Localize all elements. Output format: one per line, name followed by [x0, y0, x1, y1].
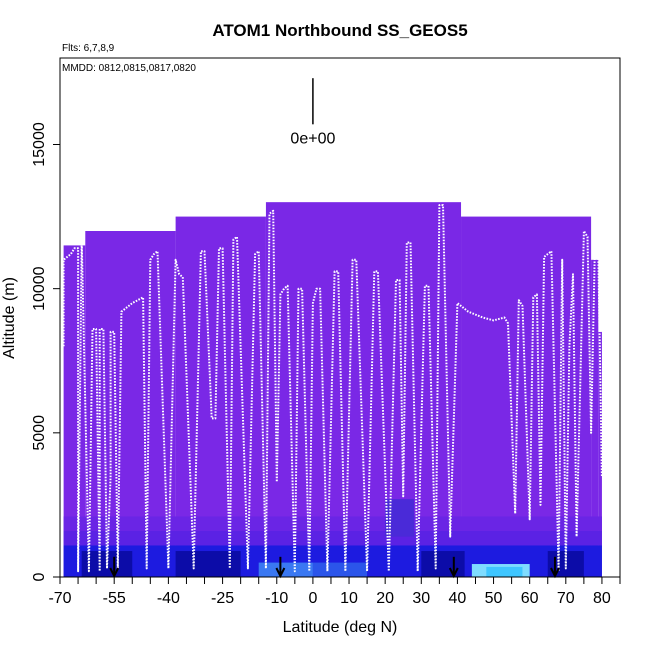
dates-annotation: MMDD: 0812,0815,0817,0820	[62, 63, 196, 74]
x-tick-label: -10	[265, 590, 288, 607]
model-field-column	[265, 202, 462, 577]
x-tick-label: 10	[340, 590, 358, 607]
y-tick-label: 10000	[31, 266, 48, 311]
x-tick-label: 20	[376, 590, 394, 607]
x-tick-label: -25	[211, 590, 234, 607]
y-tick-label: 0	[31, 572, 48, 581]
field-cell	[312, 562, 368, 577]
colorscale-marker: 0e+00	[290, 78, 335, 147]
x-tick-label: 80	[593, 590, 611, 607]
field-cell	[63, 516, 602, 531]
x-axis: -70 -55 -40 -25 -10 0 10 20 30 40 50 60 70 80	[48, 576, 621, 607]
y-axis-label: Altitude (m)	[1, 277, 18, 359]
model-field-column	[63, 245, 86, 577]
model-field-column	[591, 259, 599, 577]
x-tick-label: 60	[521, 590, 539, 607]
plot-area	[62, 202, 603, 579]
chart-title: ATOM1 Northbound SS_GEOS5	[212, 21, 467, 40]
field-cell	[486, 566, 523, 577]
flights-subtitle: Flts: 6,7,8,9	[62, 43, 115, 54]
x-tick-label: -55	[103, 590, 126, 607]
x-tick-label: 0	[308, 590, 317, 607]
x-tick-label: 70	[557, 590, 575, 607]
arrow-head	[275, 567, 286, 579]
x-tick-label: 40	[449, 590, 467, 607]
arrow-head	[448, 567, 459, 579]
arrow-head	[550, 567, 560, 579]
field-cell	[421, 551, 465, 577]
x-tick-label: 30	[412, 590, 430, 607]
field-cell	[63, 530, 602, 546]
x-axis-label: Latitude (deg N)	[283, 619, 398, 636]
model-field-column	[598, 331, 602, 577]
colorscale-label: 0e+00	[290, 130, 335, 147]
arrow-head	[109, 567, 120, 579]
field-cell	[258, 562, 313, 577]
y-tick-label: 15000	[31, 122, 48, 167]
x-tick-label: -70	[48, 590, 71, 607]
y-axis: 0 5000 10000 15000	[31, 122, 61, 581]
y-tick-label: 5000	[31, 415, 48, 451]
x-tick-label: 50	[485, 590, 503, 607]
flight-track-line	[62, 204, 603, 573]
x-tick-label: -40	[157, 590, 180, 607]
